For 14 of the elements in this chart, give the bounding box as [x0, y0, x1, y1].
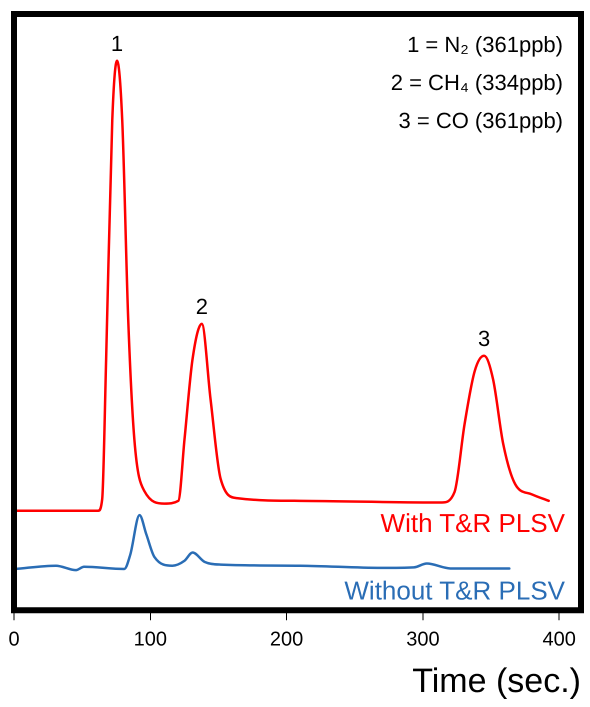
annotation: 3 = CO (361ppb): [398, 108, 563, 134]
annotation: 3: [478, 326, 490, 351]
x-tick-label: 300: [406, 628, 440, 651]
text: 1 = N₂ (361ppb): [407, 32, 563, 58]
annotation: 2 = CH₄ (334ppb): [390, 70, 563, 96]
annotation: 1: [110, 30, 124, 56]
annotation: 2: [196, 294, 208, 319]
x-axis-title: Time (sec.): [412, 662, 581, 700]
series-label: With T&R PLSV: [380, 508, 566, 538]
x-tick-label: 100: [134, 628, 167, 651]
x-tick-label: 400: [542, 628, 576, 651]
x-tick-label: 200: [270, 628, 304, 651]
x-tick-label: 0: [8, 628, 20, 651]
series-label: Without T&R PLSV: [344, 576, 566, 606]
